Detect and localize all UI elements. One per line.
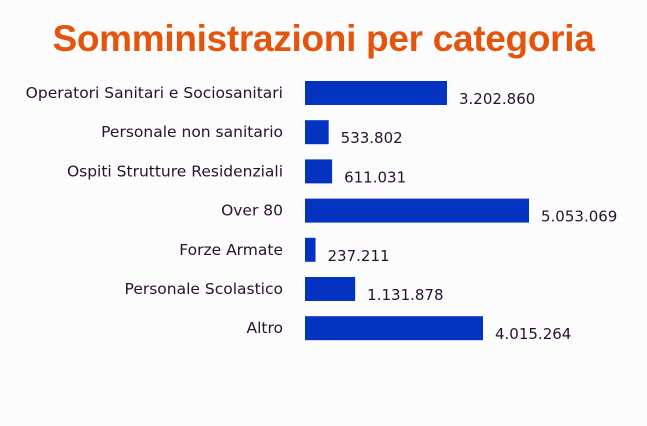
bar xyxy=(305,198,529,223)
category-label: Personale non sanitario xyxy=(101,123,283,141)
bar xyxy=(305,237,316,262)
chart-title: Somministrazioni per categoria xyxy=(52,18,595,59)
category-label: Forze Armate xyxy=(179,241,283,259)
bar xyxy=(305,316,483,341)
value-label: 611.031 xyxy=(344,168,406,186)
category-label: Personale Scolastico xyxy=(125,280,283,298)
category-label: Over 80 xyxy=(221,202,283,220)
value-label: 4.015.264 xyxy=(495,325,571,343)
value-label: 533.802 xyxy=(341,129,403,147)
category-label: Operatori Sanitari e Sociosanitari xyxy=(26,84,283,102)
value-label: 5.053.069 xyxy=(541,208,617,226)
bar xyxy=(305,159,333,184)
value-label: 1.131.878 xyxy=(367,286,443,304)
bar xyxy=(305,120,329,145)
category-label: Altro xyxy=(246,319,283,337)
bar xyxy=(305,81,447,105)
value-label: 3.202.860 xyxy=(459,90,535,108)
value-label: 237.211 xyxy=(328,247,390,265)
bar xyxy=(305,277,356,301)
category-label: Ospiti Strutture Residenziali xyxy=(67,162,283,180)
